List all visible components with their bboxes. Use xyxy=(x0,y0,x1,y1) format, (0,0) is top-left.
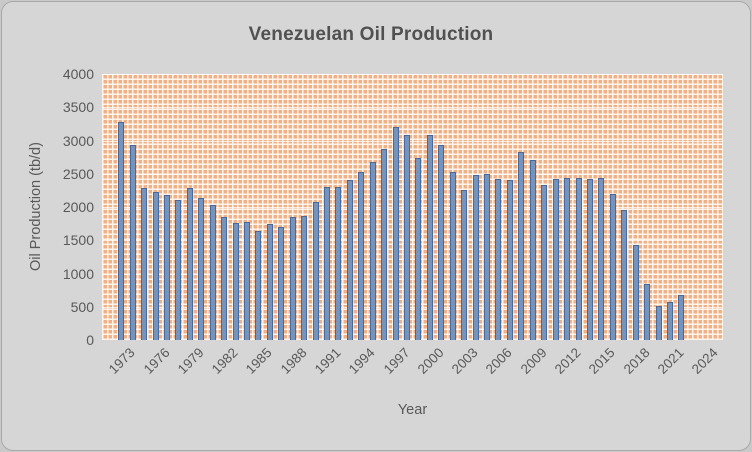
bar-2021 xyxy=(666,302,673,340)
bar-1985 xyxy=(255,230,262,340)
bar-2012 xyxy=(564,178,571,340)
bar-1984 xyxy=(244,222,251,340)
bar-1973 xyxy=(118,121,125,340)
x-tick-label: 2015 xyxy=(586,345,618,377)
x-tick-label: 1982 xyxy=(208,345,241,377)
y-tick-label: 4000 xyxy=(62,66,94,82)
bar-2009 xyxy=(529,160,536,340)
bar-1996 xyxy=(381,149,388,340)
bar-1997 xyxy=(392,127,399,340)
y-tick-label: 2000 xyxy=(62,199,94,215)
bar-2010 xyxy=(541,185,548,340)
x-tick-label: 1997 xyxy=(380,345,413,377)
gridline xyxy=(102,140,723,142)
x-tick-label: 2006 xyxy=(483,345,516,377)
y-tick-label: 2500 xyxy=(62,165,94,182)
bar-1989 xyxy=(301,216,308,340)
bar-2007 xyxy=(506,179,513,340)
bar-1978 xyxy=(175,199,182,340)
bar-2019 xyxy=(644,283,651,340)
bar-2002 xyxy=(449,172,456,340)
bar-2005 xyxy=(484,174,491,340)
bar-1998 xyxy=(404,135,411,340)
bar-2017 xyxy=(621,210,628,340)
bar-2006 xyxy=(495,179,502,340)
y-tick-label: 1000 xyxy=(62,265,94,282)
gridline xyxy=(102,107,723,109)
bar-1974 xyxy=(129,145,136,340)
x-tick-label: 2018 xyxy=(620,345,653,377)
y-tick-label: 1500 xyxy=(62,232,94,249)
bar-2020 xyxy=(655,306,662,340)
gridline xyxy=(102,74,723,75)
x-tick-label: 1976 xyxy=(140,345,173,377)
x-axis-title: Year xyxy=(397,402,428,418)
x-tick-label: 2012 xyxy=(551,345,584,377)
bar-1991 xyxy=(324,187,331,340)
y-tick-label: 500 xyxy=(70,298,94,315)
x-tick-label: 1991 xyxy=(311,345,344,377)
gridline xyxy=(102,240,723,242)
x-tick-label: 2021 xyxy=(654,345,687,377)
bar-1977 xyxy=(164,195,171,340)
x-tick-label: 2003 xyxy=(448,345,481,377)
bar-2014 xyxy=(586,179,593,340)
bar-1975 xyxy=(141,187,148,340)
bar-1995 xyxy=(369,161,376,340)
x-tick-label: 1994 xyxy=(346,345,378,377)
bar-1983 xyxy=(232,222,239,340)
y-tick-label: 0 xyxy=(86,332,94,348)
bar-1979 xyxy=(186,187,193,340)
y-tick-label: 3500 xyxy=(62,99,94,116)
bar-2013 xyxy=(575,178,582,340)
bar-1976 xyxy=(152,191,159,340)
bar-1982 xyxy=(221,216,228,340)
gridline xyxy=(102,207,723,208)
bar-2011 xyxy=(552,179,559,340)
x-tick-label: 2000 xyxy=(414,345,447,377)
x-tick-label: 1979 xyxy=(174,345,207,377)
bar-2003 xyxy=(461,189,468,340)
bar-1980 xyxy=(198,197,205,340)
bar-1992 xyxy=(335,187,342,340)
bar-2000 xyxy=(426,135,433,340)
bar-2004 xyxy=(472,175,479,340)
bar-2001 xyxy=(438,145,445,340)
x-tick-label: 2009 xyxy=(517,345,550,377)
chart-title: Venezuelan Oil Production xyxy=(248,24,494,45)
bar-1986 xyxy=(266,224,273,340)
bar-2015 xyxy=(598,178,605,340)
gridline xyxy=(102,273,723,275)
gridline xyxy=(102,306,723,308)
x-tick-label: 2024 xyxy=(688,345,721,377)
bar-2018 xyxy=(632,244,639,340)
y-tick-label: 3000 xyxy=(62,132,94,149)
bar-1981 xyxy=(209,205,216,340)
bar-2022 xyxy=(678,294,685,340)
bar-2016 xyxy=(609,194,616,340)
bar-1990 xyxy=(312,201,319,340)
bar-1993 xyxy=(346,180,353,340)
x-tick-label: 1985 xyxy=(243,345,276,377)
x-tick-label: 1973 xyxy=(106,345,138,377)
bar-2008 xyxy=(518,152,525,340)
gridline xyxy=(102,173,723,175)
bar-1999 xyxy=(415,157,422,340)
bar-1987 xyxy=(278,226,285,340)
bar-1994 xyxy=(358,171,365,340)
bar-1988 xyxy=(289,216,296,340)
x-tick-label: 1988 xyxy=(277,345,310,377)
